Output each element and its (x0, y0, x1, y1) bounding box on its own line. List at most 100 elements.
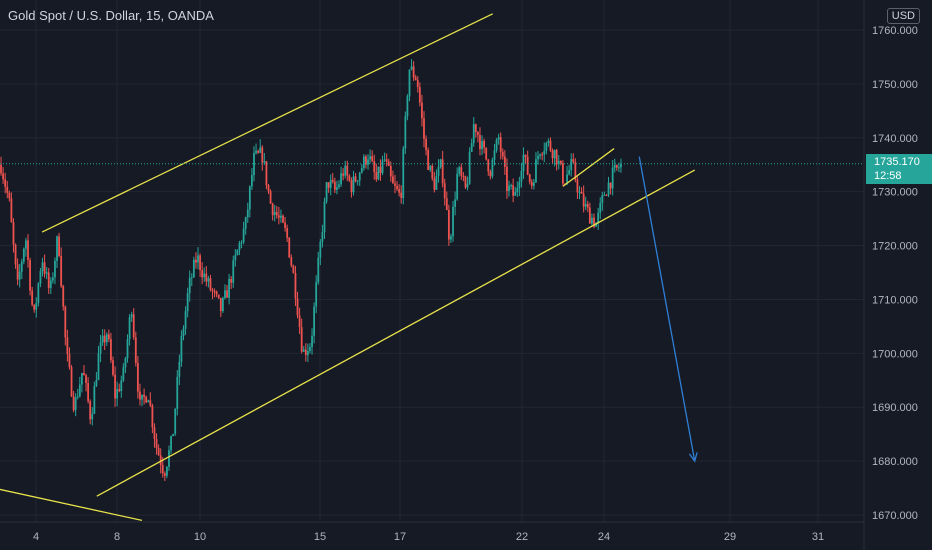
candle-body (236, 250, 239, 256)
candle-body (617, 167, 620, 169)
candle-body (60, 255, 63, 287)
candle-body (408, 69, 411, 97)
candle-body (87, 383, 90, 402)
candle-body (192, 259, 195, 278)
candle-body (315, 282, 318, 307)
channel-lower-line[interactable] (96, 169, 696, 497)
small-channel-line[interactable] (562, 148, 615, 187)
candle-body (93, 385, 96, 414)
candle-body (20, 261, 23, 272)
candle-body (166, 466, 168, 476)
candle-body (385, 159, 388, 162)
candle-body (215, 291, 218, 295)
candle-body (605, 194, 608, 196)
y-tick-label: 1680.000 (872, 456, 918, 468)
candle-body (516, 188, 519, 193)
lower-trend-line[interactable] (0, 485, 143, 522)
candle-body (532, 182, 535, 186)
candle-body (126, 339, 129, 359)
y-tick-label: 1720.000 (872, 241, 918, 253)
candle-body (184, 311, 187, 329)
candle-body (373, 161, 376, 173)
candle-body (309, 347, 311, 351)
y-tick-label: 1700.000 (872, 348, 918, 360)
candle-body (244, 217, 247, 229)
candle-body (394, 183, 396, 186)
candle-body (182, 328, 185, 337)
candle-body (207, 278, 210, 282)
y-tick-label: 1750.000 (872, 79, 918, 91)
candle-body (435, 175, 438, 190)
candle-body (541, 154, 544, 156)
candle-body (522, 154, 525, 172)
candle-body (251, 175, 253, 187)
candle-body (325, 182, 328, 202)
candle-body (16, 264, 19, 280)
candle-body (537, 155, 539, 160)
x-tick-label: 24 (598, 531, 610, 543)
candle-body (423, 118, 425, 139)
drawings[interactable] (0, 13, 698, 522)
candle-body (265, 161, 268, 186)
candle-body (124, 358, 127, 368)
candle-body (460, 167, 463, 176)
candle-body (396, 185, 398, 190)
x-tick-label: 22 (516, 531, 528, 543)
candle-body (282, 215, 284, 223)
candle-body (242, 228, 245, 243)
candle-body (477, 132, 479, 136)
channel-upper-line[interactable] (41, 13, 494, 233)
candle-body (6, 186, 9, 193)
candle-body (273, 211, 276, 216)
candle-body (620, 163, 622, 168)
candle-body (391, 176, 394, 184)
candle-body (439, 159, 442, 168)
candle-body (178, 361, 181, 377)
candle-body (248, 186, 251, 210)
candle-body (163, 473, 166, 476)
candle-body (443, 183, 446, 199)
candle-body (586, 203, 589, 208)
candle-body (549, 140, 552, 151)
candle-body (224, 290, 226, 299)
candle-body (404, 116, 407, 149)
candle-body (501, 151, 504, 157)
candle-body (296, 298, 299, 316)
candle-body (110, 339, 112, 361)
candle-body (230, 278, 233, 283)
price-axis[interactable]: 1760.000 1750.000 1740.000 1730.000 1720.000… (872, 25, 918, 522)
candle-body (292, 265, 295, 274)
candle-body (290, 257, 293, 266)
y-tick-label: 1740.000 (872, 133, 918, 145)
candle-body (85, 375, 87, 384)
candle-body (141, 394, 143, 400)
candle-body (615, 165, 618, 168)
candle-body (112, 360, 114, 375)
candle-body (346, 165, 349, 176)
candle-body (43, 262, 46, 274)
candle-body (29, 260, 31, 291)
candle-body (551, 150, 554, 159)
time-axis[interactable]: 4 8 10 15 17 22 24 29 31 (33, 531, 824, 543)
candle-body (331, 179, 334, 182)
candle-body (275, 211, 278, 216)
x-tick-label: 4 (33, 531, 39, 543)
candle-body (543, 150, 546, 155)
candle-body (170, 436, 172, 451)
candle-body (414, 77, 417, 80)
candle-body (91, 413, 94, 420)
candle-body (481, 141, 483, 150)
candle-body (49, 280, 52, 288)
candle-body (445, 198, 448, 211)
currency-button[interactable]: USD (886, 8, 920, 24)
candle-body (205, 273, 208, 282)
candle-body (280, 215, 282, 218)
candle-body (83, 372, 85, 376)
candle-body (412, 66, 415, 78)
candle-body (367, 159, 369, 165)
candle-body (462, 175, 465, 177)
candle-body (4, 179, 7, 187)
forecast-arrow-line[interactable] (638, 156, 696, 462)
